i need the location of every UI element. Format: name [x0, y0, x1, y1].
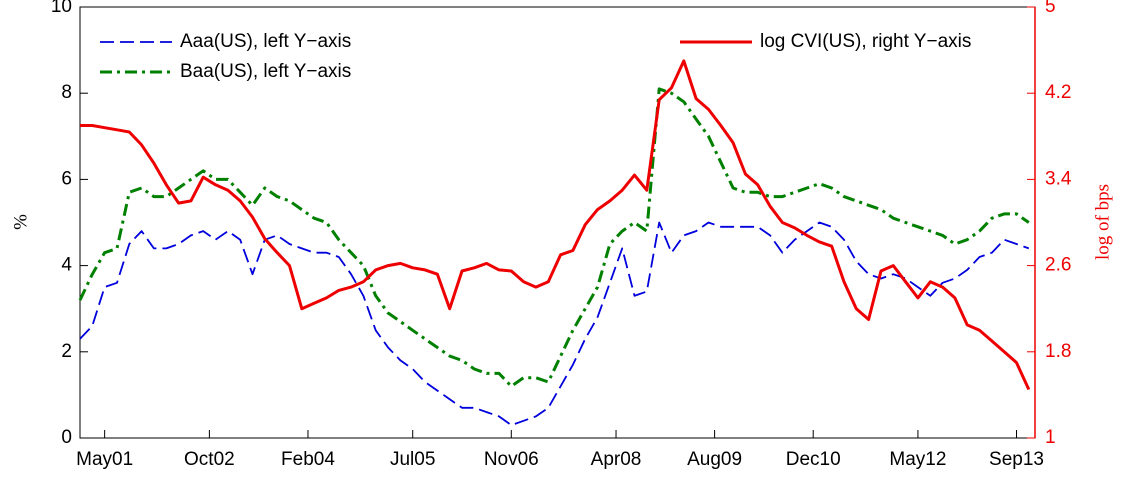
x-tick-label: Dec10 [786, 449, 841, 470]
y-tick-label: 0 [61, 427, 72, 448]
x-tick-label: May12 [889, 449, 946, 470]
x-tick-label: Oct02 [184, 449, 235, 470]
x-tick-label: Sep13 [989, 449, 1044, 470]
y-tick-label: 2 [61, 341, 72, 362]
legend-label: log CVI(US), right Y−axis [760, 31, 971, 52]
y2-tick-label: 2.6 [1045, 255, 1071, 276]
y-tick-label: 6 [61, 168, 72, 189]
x-tick-label: Nov06 [484, 449, 539, 470]
y2-tick-label: 3.4 [1045, 168, 1072, 189]
y-axis-label: % [10, 214, 31, 230]
y2-tick-label: 4.2 [1045, 82, 1071, 103]
series-line [78, 87, 1030, 388]
series-line [79, 221, 1030, 426]
y2-tick-label: 1.8 [1045, 341, 1071, 362]
y-tick-label: 10 [51, 0, 72, 17]
legend-label: Aaa(US), left Y−axis [180, 31, 351, 52]
x-tick-label: Apr08 [591, 449, 642, 470]
x-tick-label: Jul05 [390, 449, 435, 470]
x-tick-label: Feb04 [281, 449, 335, 470]
legend-label: Baa(US), left Y−axis [180, 61, 351, 82]
x-tick-label: Aug09 [687, 449, 742, 470]
series-line [80, 59, 1031, 391]
y2-axis-label: log of bps [1092, 184, 1113, 260]
y2-tick-label: 5 [1045, 0, 1056, 17]
y-tick-label: 4 [61, 255, 72, 276]
x-tick-label: May01 [76, 449, 133, 470]
y2-tick-label: 1 [1045, 427, 1056, 448]
y-tick-label: 8 [61, 82, 72, 103]
